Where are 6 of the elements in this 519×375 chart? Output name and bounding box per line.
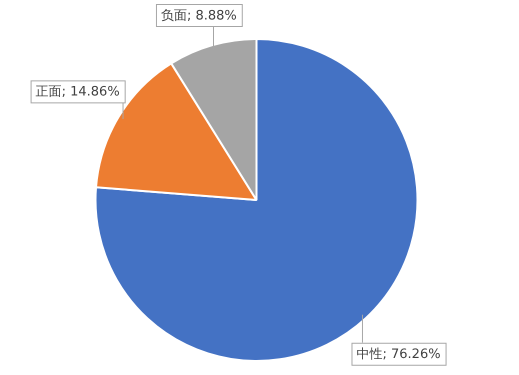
data-label: ; 14.86% bbox=[62, 84, 120, 100]
data-label: ; 8.88% bbox=[186, 8, 237, 24]
slice-label: 正面 bbox=[36, 84, 62, 100]
slice-label: 中性 bbox=[356, 347, 382, 362]
slice-label: 负面 bbox=[160, 8, 187, 24]
data-label: ; 76.26% bbox=[382, 347, 441, 362]
